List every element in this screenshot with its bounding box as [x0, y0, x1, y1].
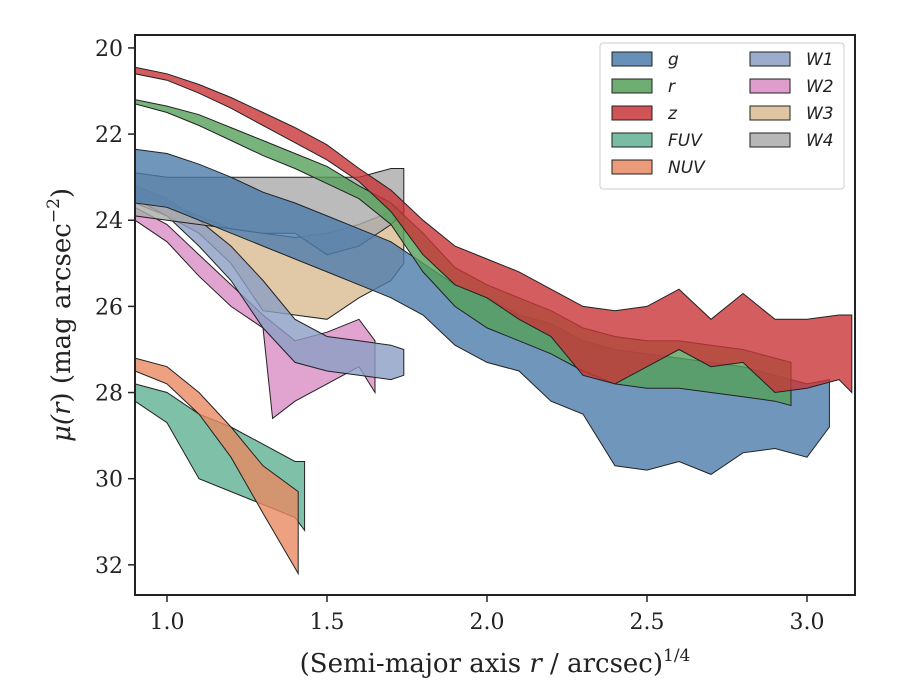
y-tick-label: 20: [95, 37, 123, 62]
y-tick-label: 26: [95, 295, 123, 320]
x-tick-label: 2.5: [630, 610, 665, 635]
legend-label-r: r: [668, 77, 676, 97]
legend: grz FUV NUV W1 W2 W3 W4: [599, 42, 845, 190]
x-axis-label: (Semi-major axis r / arcsec)1/4: [300, 646, 691, 679]
legend-swatch-z: [611, 105, 653, 121]
legend-label-w4: W4: [806, 131, 834, 151]
y-tick-label: 28: [95, 382, 123, 407]
band-z: [134, 66, 853, 394]
plot-frame: [134, 34, 856, 596]
legend-label-fuv: FUV: [668, 131, 703, 151]
band-nuv: [134, 357, 299, 576]
x-tick-label: 2.0: [470, 610, 505, 635]
legend-label-nuv: NUV: [668, 158, 706, 178]
y-axis-label: μ(r) (mag arcsec−2): [44, 188, 77, 442]
legend-swatch-nuv: [611, 159, 653, 175]
y-tick-label: 30: [95, 468, 123, 493]
legend-swatch-g: [611, 51, 653, 67]
legend-swatch-w3: [749, 105, 791, 121]
legend-swatch-fuv: [611, 132, 653, 148]
x-tick-label: 3.0: [790, 610, 825, 635]
y-tick-label: 22: [95, 123, 123, 148]
x-tick-label: 1.0: [150, 610, 185, 635]
legend-label-g: g: [668, 50, 679, 70]
legend-swatch-w4: [749, 132, 791, 148]
legend-label-z: z: [667, 104, 678, 124]
x-tick-label: 1.5: [310, 610, 345, 635]
x-axis-ticks: 1.0 1.5 2.0 2.5 3.0: [150, 595, 825, 635]
legend-swatch-w2: [749, 78, 791, 94]
y-tick-label: 24: [95, 209, 123, 234]
y-tick-label: 32: [95, 554, 123, 579]
legend-swatch-w1: [749, 51, 791, 67]
legend-label-w1: W1: [806, 50, 834, 70]
legend-swatch-r: [611, 78, 653, 94]
band-w1: [134, 185, 405, 381]
legend-label-w2: W2: [806, 77, 834, 97]
legend-label-w3: W3: [806, 104, 834, 124]
y-axis-ticks: 20 22 24 26 28 30 32: [95, 37, 135, 579]
profile-bands: [134, 66, 853, 576]
